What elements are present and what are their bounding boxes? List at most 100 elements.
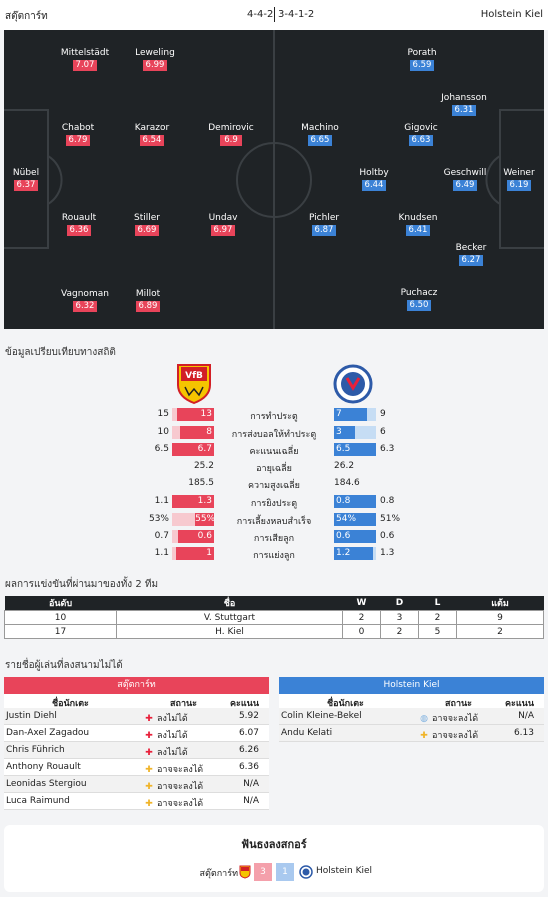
col-w: W (342, 596, 381, 611)
standings-table: อันดับ ชื่อ W D L แต้ม 10 V. Stuttgart 2… (4, 596, 544, 639)
home-formation: 4-4-2 (247, 9, 274, 20)
away-player[interactable]: Gigovic 6.63 (404, 123, 438, 146)
score-prediction-line: สตุ๊ตการ์ท 3 1 Holstein Kiel (4, 863, 544, 881)
lineup-pitch: Mittelstädt 7.07 Leweling 6.99 Chabot 6.79 … (4, 30, 544, 329)
yellow-cross-icon: ✚ (420, 731, 428, 741)
red-cross-icon: ✚ (145, 748, 153, 758)
home-player[interactable]: Nübel 6.37 (12, 168, 40, 191)
injuries-title: รายชื่อผู้เล่นที่ลงสนามไม่ได้ (5, 660, 123, 671)
yellow-cross-icon: ✚ (145, 799, 153, 809)
home-player[interactable]: Chabot 6.79 (61, 123, 95, 146)
injury-row: Anthony Rouault ✚ อาจจะลงได้ 6.36 (4, 759, 269, 776)
pitch-markings (4, 30, 544, 329)
yellow-cross-icon: ✚ (145, 782, 153, 792)
home-stat-bar: 55% (172, 513, 215, 526)
away-stat-bar: 0.8 (334, 495, 376, 508)
home-player[interactable]: Karazor 6.54 (134, 123, 170, 146)
injuries-columns: ชื่อนักเตะ สถานะ คะแนน (279, 694, 544, 709)
home-injuries-header: สตุ๊ตการ์ท (4, 677, 269, 694)
away-injuries-panel: Holstein Kiel ชื่อนักเตะ สถานะ คะแนน Col… (279, 677, 544, 742)
stuttgart-crest-icon: VfB (177, 364, 211, 405)
prediction-home-score: 3 (254, 863, 272, 881)
home-player[interactable]: Rouault 6.36 (61, 213, 97, 236)
injury-row: Justin Diehl ✚ ลงไม่ได้ 5.92 (4, 708, 269, 725)
stuttgart-crest-icon (239, 865, 251, 879)
away-player[interactable]: Machino 6.65 (301, 123, 339, 146)
away-player[interactable]: Puchacz 6.50 (400, 288, 438, 311)
away-player[interactable]: Becker 6.27 (455, 243, 487, 266)
red-cross-icon: ✚ (145, 731, 153, 741)
ball-icon: ◍ (420, 714, 428, 724)
stat-row: 1.1 1 การแย่งลูก 1.2 1.3 (154, 547, 395, 561)
col-name: ชื่อ (116, 596, 343, 611)
prediction-away-team: Holstein Kiel (316, 866, 373, 876)
col-l: L (418, 596, 457, 611)
table-row: 10 V. Stuttgart 2 3 2 9 (4, 610, 544, 625)
holstein-kiel-crest-icon (299, 865, 313, 879)
stat-row: 185.5 ความสูงเฉลี่ย 184.6 (188, 478, 360, 491)
home-player[interactable]: Stiller 6.69 (134, 213, 160, 236)
away-team-name: Holstein Kiel (480, 9, 543, 20)
standings-title: ผลการแข่งขันที่ผ่านมาของทั้ง 2 ทีม (5, 579, 159, 590)
away-stat-bar: 7 (334, 408, 376, 421)
match-header: สตุ๊ตการ์ท 4-4-2 3-4-1-2 Holstein Kiel (0, 0, 548, 30)
home-stat-bar: 1.3 (172, 495, 214, 508)
stat-row: 53% 55% การเลี้ยงหลบสำเร็จ 54% 51% (148, 513, 401, 527)
injury-row: Luca Raimund ✚ อาจจะลงได้ N/A (4, 793, 269, 810)
home-injuries-panel: สตุ๊ตการ์ท ชื่อนักเตะ สถานะ คะแนน Justin… (4, 677, 269, 810)
prediction-home-team: สตุ๊ตการ์ท (199, 869, 238, 879)
home-stat-bar: 1 (172, 547, 214, 560)
away-player[interactable]: Pichler 6.87 (308, 213, 340, 236)
away-player[interactable]: Knudsen 6.41 (398, 213, 438, 236)
score-prediction-card: ฟันธงลงสกอร์ สตุ๊ตการ์ท 3 1 Holstein Kie… (4, 825, 544, 892)
away-injuries-header: Holstein Kiel (279, 677, 544, 694)
away-stat-bar: 6.5 (334, 443, 376, 456)
injury-row: Chris Führich ✚ ลงไม่ได้ 6.26 (4, 742, 269, 759)
stat-row: 0.7 0.6 การเสียลูก 0.6 0.6 (154, 530, 395, 544)
home-player[interactable]: Demirovic 6.9 (208, 123, 254, 146)
home-player[interactable]: Leweling 6.99 (135, 48, 175, 71)
away-player[interactable]: Johansson 6.31 (441, 93, 487, 116)
home-player[interactable]: Undav 6.97 (208, 213, 238, 236)
stat-row: 25.2 อายุเฉลี่ย 26.2 (193, 461, 355, 474)
prediction-away-score: 1 (276, 863, 294, 881)
col-points: แต้ม (456, 596, 544, 611)
stats-section-title: ข้อมูลเปรียบเทียบทางสถิติ (5, 347, 116, 358)
away-player[interactable]: Geschwill 6.49 (443, 168, 487, 191)
yellow-cross-icon: ✚ (145, 765, 153, 775)
holstein-kiel-crest-icon (333, 364, 373, 404)
col-rank: อันดับ (4, 596, 117, 611)
red-cross-icon: ✚ (145, 714, 153, 724)
col-d: D (380, 596, 419, 611)
home-stat-bar: 8 (172, 426, 214, 439)
home-stat-bar: 13 (172, 408, 214, 421)
table-row: 17 H. Kiel 0 2 5 2 (4, 624, 544, 639)
home-player[interactable]: Vagnoman 6.32 (61, 289, 109, 312)
formation-divider (274, 7, 275, 22)
home-team-name: สตุ๊ตการ์ท (5, 11, 48, 22)
score-prediction-title: ฟันธงลงสกอร์ (241, 838, 307, 851)
away-stat-bar: 54% (334, 513, 376, 526)
home-stat-bar: 0.6 (172, 530, 214, 543)
away-stat-bar: 1.2 (334, 547, 376, 560)
injuries-columns: ชื่อนักเตะ สถานะ คะแนน (4, 694, 269, 709)
away-player[interactable]: Porath 6.59 (407, 48, 437, 71)
injury-row: Leonidas Stergiou ✚ อาจจะลงได้ N/A (4, 776, 269, 793)
stat-row: 10 8 การส่งบอลให้ทำประตู 3 6 (157, 426, 386, 440)
away-player[interactable]: Holtby 6.44 (359, 168, 389, 191)
away-formation: 3-4-1-2 (278, 9, 315, 20)
home-stat-bar: 6.7 (172, 443, 214, 456)
stat-row: 1.1 1.3 การยิงประตู 0.8 0.8 (154, 495, 395, 509)
injury-row: Colin Kleine-Bekel ◍ อาจจะลงได้ N/A (279, 708, 544, 725)
away-stat-bar: 3 (334, 426, 376, 439)
stat-row: 6.5 6.7 คะแนนเฉลี่ย 6.5 6.3 (154, 443, 395, 457)
stat-row: 15 13 การทำประตู 7 9 (157, 408, 386, 422)
stats-comparison: VfB 15 13 การทำประตู 7 9 10 8 การส่งบอลใ… (0, 360, 548, 565)
injury-row: Andu Kelati ✚ อาจจะลงได้ 6.13 (279, 725, 544, 742)
home-player[interactable]: Millot 6.89 (135, 289, 161, 312)
svg-text:VfB: VfB (185, 371, 203, 381)
home-player[interactable]: Mittelstädt 7.07 (60, 48, 110, 71)
away-player[interactable]: Weiner 6.19 (503, 168, 535, 191)
injury-row: Dan-Axel Zagadou ✚ ลงไม่ได้ 6.07 (4, 725, 269, 742)
away-stat-bar: 0.6 (334, 530, 376, 543)
